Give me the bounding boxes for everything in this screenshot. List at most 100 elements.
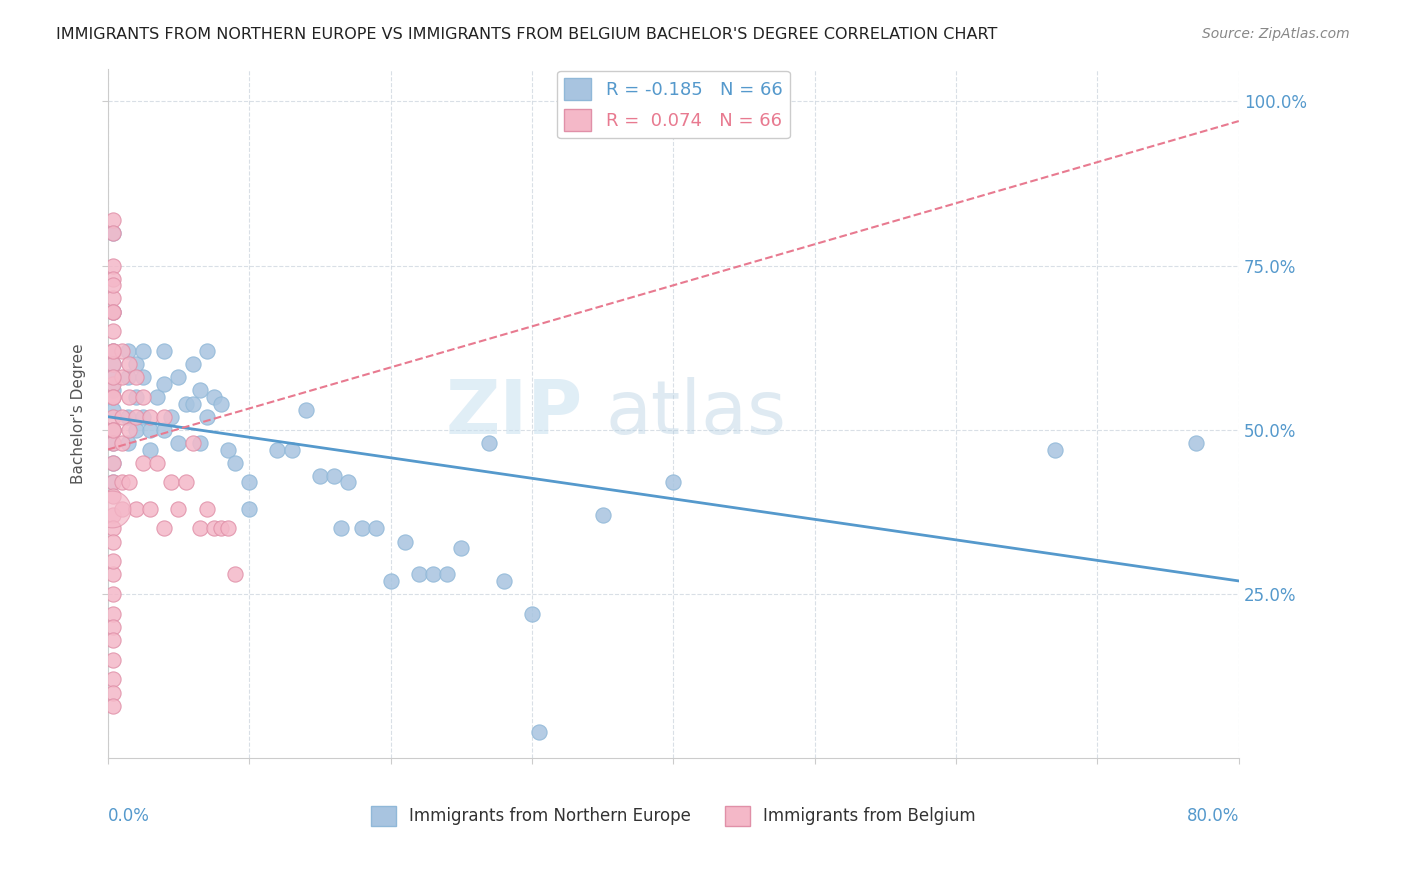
Point	[111, 344, 134, 359]
Point	[111, 409, 134, 424]
Point	[103, 567, 125, 582]
Point	[103, 633, 125, 648]
Point	[111, 475, 134, 490]
Text: atlas: atlas	[606, 377, 786, 450]
Point	[103, 423, 125, 437]
Point	[132, 344, 155, 359]
Point	[450, 541, 472, 555]
Point	[217, 521, 239, 535]
Point	[153, 344, 176, 359]
Point	[103, 384, 125, 398]
Y-axis label: Bachelor's Degree: Bachelor's Degree	[72, 343, 86, 483]
Point	[492, 574, 515, 588]
Point	[103, 456, 125, 470]
Legend: Immigrants from Northern Europe, Immigrants from Belgium: Immigrants from Northern Europe, Immigra…	[364, 799, 983, 833]
Point	[195, 344, 218, 359]
Point	[103, 436, 125, 450]
Point	[330, 521, 353, 535]
Point	[103, 324, 125, 338]
Point	[103, 587, 125, 601]
Point	[132, 409, 155, 424]
Point	[125, 501, 148, 516]
Point	[394, 534, 416, 549]
Point	[592, 508, 614, 523]
Point	[139, 423, 162, 437]
Point	[103, 620, 125, 634]
Point	[132, 390, 155, 404]
Point	[167, 370, 190, 384]
Point	[408, 567, 430, 582]
Point	[323, 468, 346, 483]
Point	[202, 521, 225, 535]
Text: IMMIGRANTS FROM NORTHERN EUROPE VS IMMIGRANTS FROM BELGIUM BACHELOR'S DEGREE COR: IMMIGRANTS FROM NORTHERN EUROPE VS IMMIG…	[56, 27, 998, 42]
Point	[125, 409, 148, 424]
Point	[1043, 442, 1066, 457]
Point	[202, 390, 225, 404]
Point	[478, 436, 501, 450]
Point	[139, 409, 162, 424]
Point	[103, 344, 125, 359]
Point	[1185, 436, 1208, 450]
Point	[111, 370, 134, 384]
Point	[380, 574, 402, 588]
Point	[103, 390, 125, 404]
Point	[132, 456, 155, 470]
Text: 80.0%: 80.0%	[1187, 806, 1239, 824]
Point	[103, 423, 125, 437]
Point	[103, 673, 125, 687]
Point	[103, 508, 125, 523]
Point	[188, 384, 211, 398]
Point	[174, 396, 197, 410]
Point	[103, 403, 125, 417]
Point	[103, 475, 125, 490]
Point	[224, 456, 246, 470]
Point	[103, 456, 125, 470]
Point	[103, 436, 125, 450]
Point	[188, 436, 211, 450]
Point	[195, 409, 218, 424]
Point	[308, 468, 330, 483]
Point	[352, 521, 374, 535]
Point	[103, 653, 125, 667]
Point	[103, 344, 125, 359]
Point	[111, 501, 134, 516]
Point	[294, 403, 316, 417]
Point	[146, 456, 169, 470]
Point	[103, 685, 125, 699]
Point	[103, 554, 125, 568]
Point	[181, 357, 204, 371]
Point	[103, 390, 125, 404]
Point	[266, 442, 288, 457]
Point	[527, 725, 550, 739]
Point	[117, 436, 139, 450]
Point	[195, 501, 218, 516]
Point	[366, 521, 388, 535]
Point	[103, 278, 125, 293]
Point	[103, 226, 125, 240]
Point	[167, 501, 190, 516]
Point	[181, 396, 204, 410]
Point	[139, 442, 162, 457]
Point	[103, 489, 125, 503]
Point	[125, 357, 148, 371]
Point	[103, 376, 125, 391]
Point	[103, 271, 125, 285]
Point	[280, 442, 302, 457]
Point	[139, 501, 162, 516]
Point	[662, 475, 685, 490]
Point	[436, 567, 458, 582]
Point	[188, 521, 211, 535]
Point	[103, 370, 125, 384]
Point	[153, 409, 176, 424]
Point	[103, 212, 125, 227]
Point	[117, 344, 139, 359]
Point	[103, 292, 125, 306]
Point	[146, 390, 169, 404]
Point	[101, 501, 124, 516]
Point	[174, 475, 197, 490]
Point	[209, 521, 232, 535]
Point	[125, 390, 148, 404]
Point	[111, 436, 134, 450]
Point	[167, 436, 190, 450]
Point	[117, 370, 139, 384]
